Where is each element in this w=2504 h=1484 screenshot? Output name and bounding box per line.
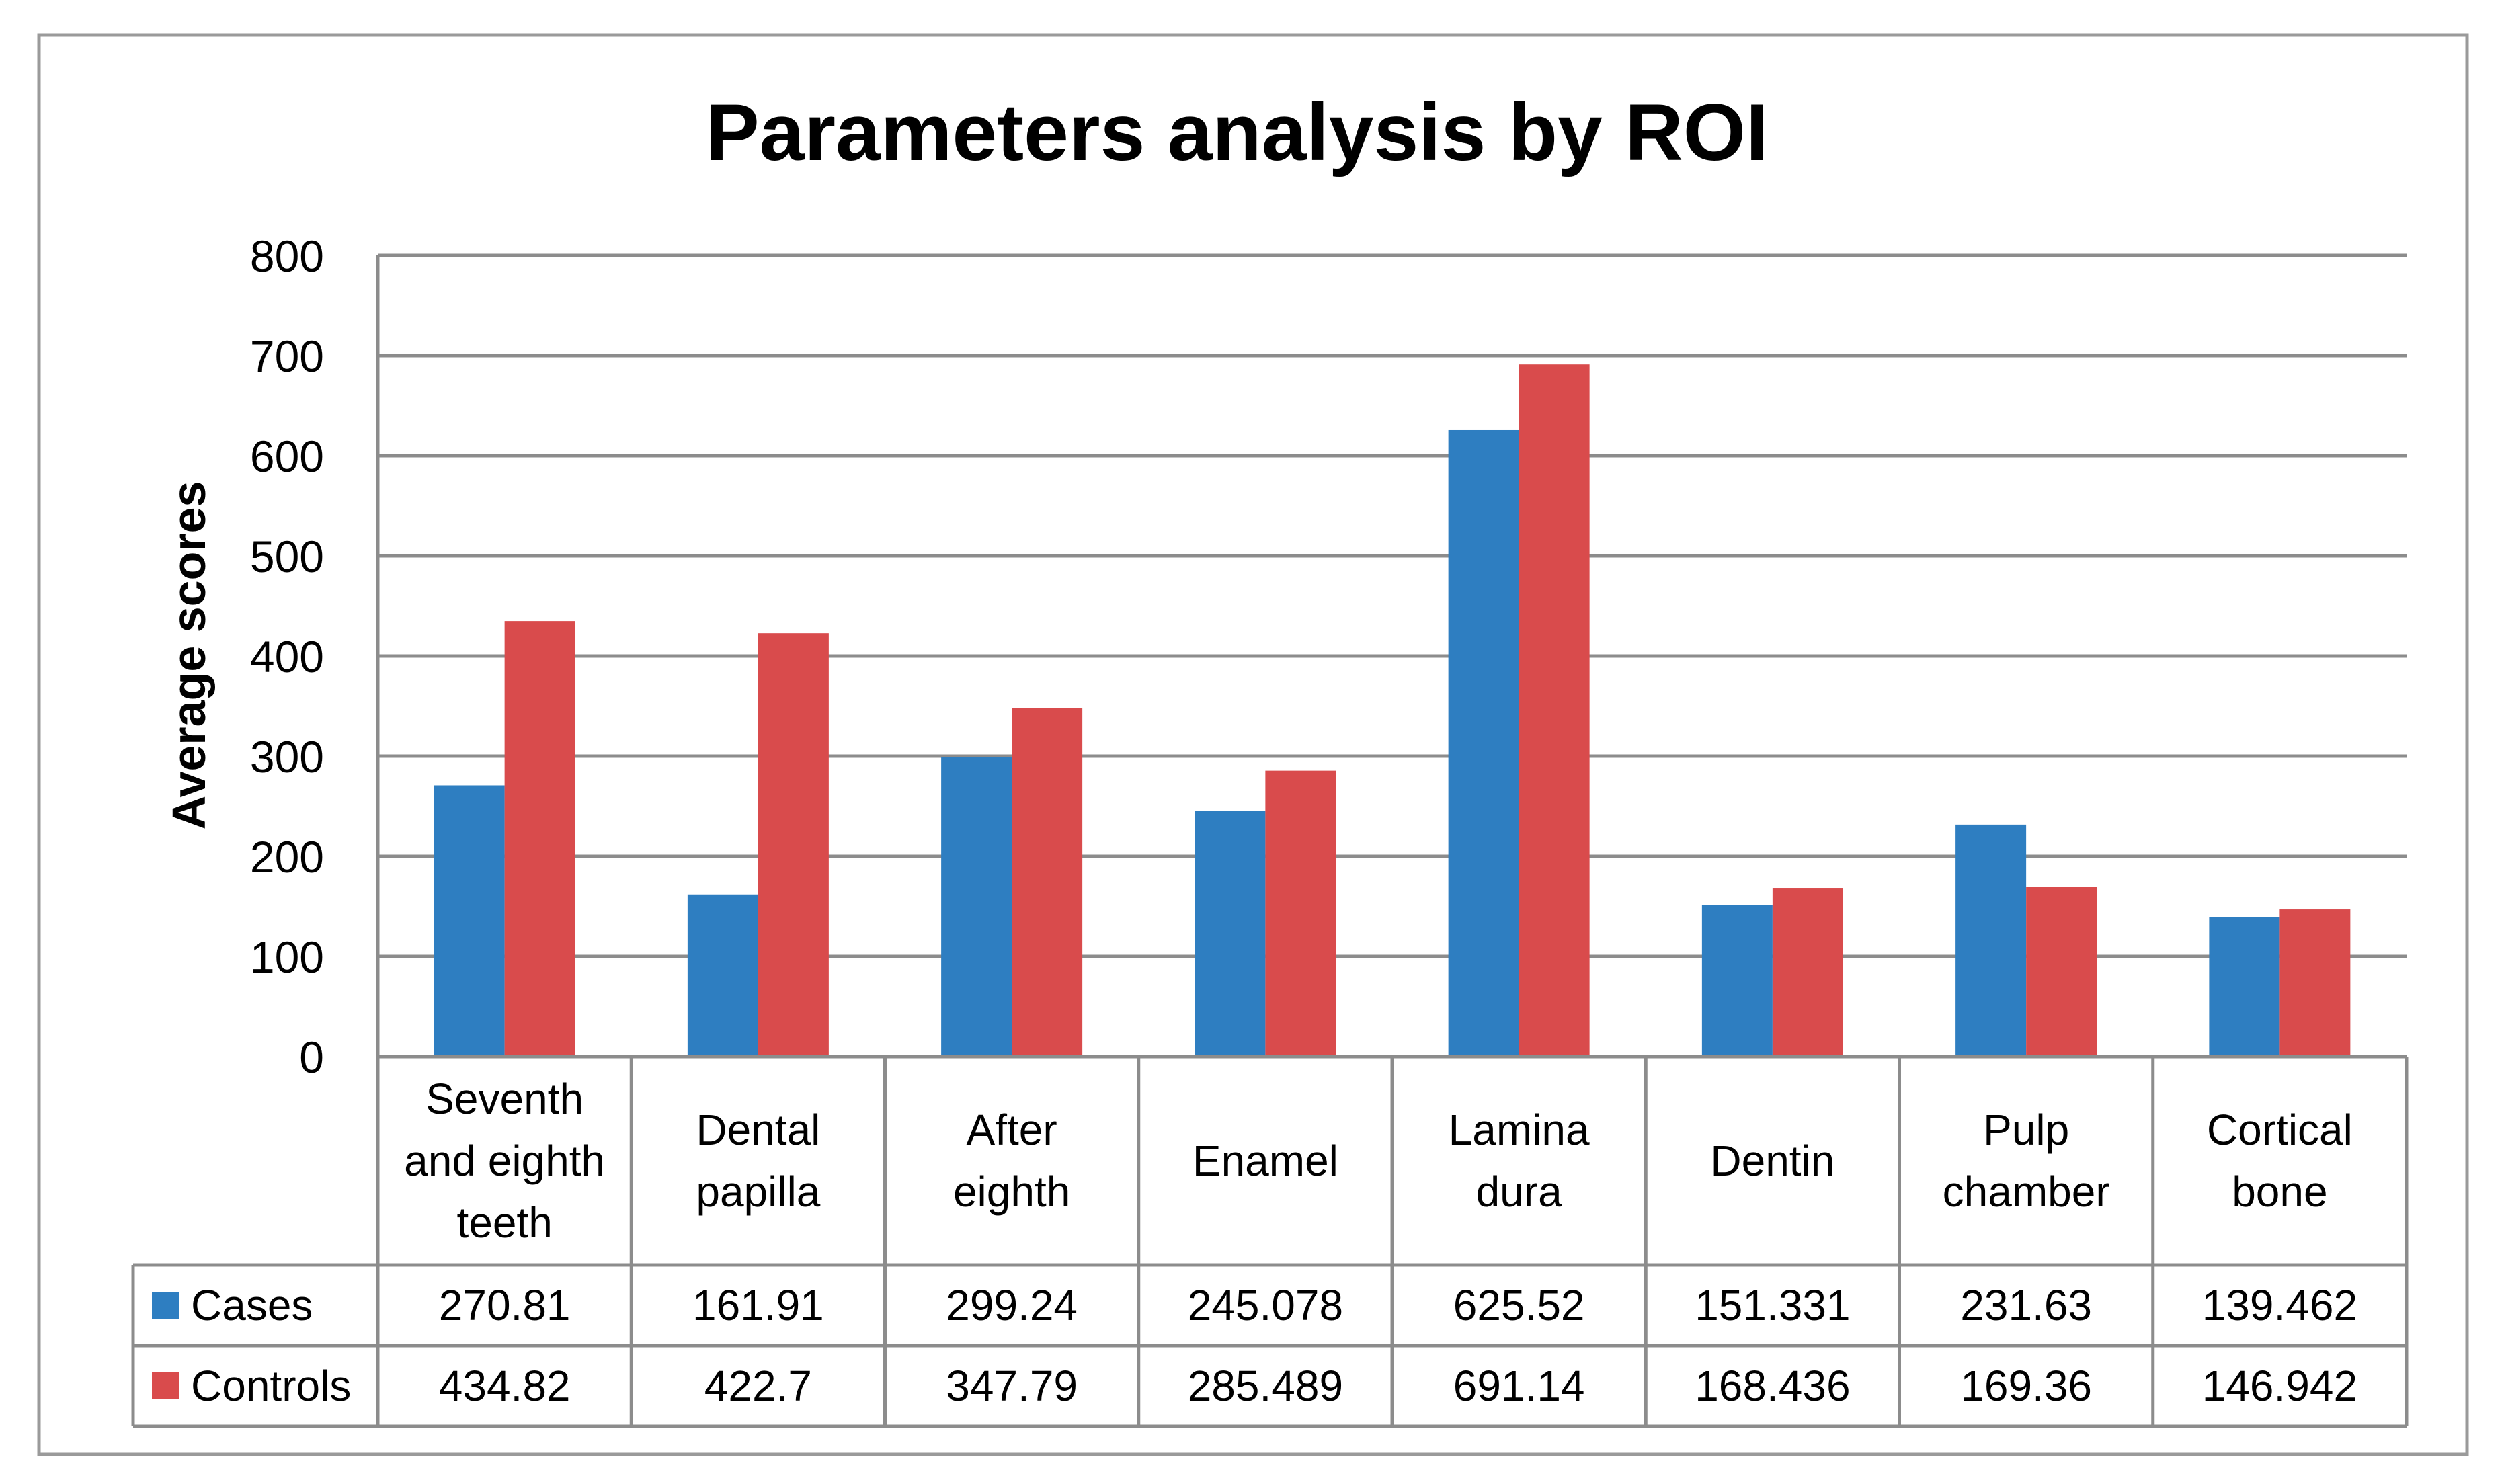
y-axis-label: Average scores <box>163 481 215 830</box>
category-label: Lamina <box>1449 1106 1590 1154</box>
data-label-cases: 161.91 <box>692 1281 824 1329</box>
data-label-controls: 285.489 <box>1188 1362 1343 1410</box>
data-label-cases: 245.078 <box>1188 1281 1343 1329</box>
category-label: and eighth <box>404 1137 605 1185</box>
bar-cases-5 <box>1701 905 1773 1057</box>
bar-controls-4 <box>1519 364 1590 1057</box>
chart-title: Parameters analysis by ROI <box>706 87 1769 177</box>
category-label: Pulp <box>1983 1106 2069 1154</box>
y-tick-label: 100 <box>250 932 324 982</box>
bar-controls-7 <box>2279 909 2351 1057</box>
bar-cases-3 <box>1195 811 1266 1057</box>
data-label-cases: 139.462 <box>2202 1281 2357 1329</box>
y-tick-label: 0 <box>299 1032 324 1082</box>
data-label-controls: 168.436 <box>1695 1362 1850 1410</box>
category-label: Dentin <box>1710 1137 1834 1185</box>
data-label-controls: 434.82 <box>439 1362 571 1410</box>
legend-swatch-cases <box>152 1292 179 1319</box>
bars <box>434 364 2351 1057</box>
legend-label-controls: Controls <box>191 1362 351 1410</box>
bar-controls-2 <box>1012 708 1083 1057</box>
category-label: Seventh <box>426 1075 583 1123</box>
category-label: dura <box>1476 1167 1563 1216</box>
category-label: After <box>967 1106 1057 1154</box>
bar-controls-6 <box>2026 887 2097 1057</box>
bar-cases-2 <box>941 757 1012 1057</box>
category-label: Enamel <box>1193 1137 1338 1185</box>
y-tick-label: 300 <box>250 732 324 782</box>
data-label-cases: 299.24 <box>946 1281 1078 1329</box>
bar-cases-0 <box>434 785 505 1057</box>
bar-cases-6 <box>1955 824 2027 1057</box>
category-label: chamber <box>1943 1167 2110 1216</box>
data-label-cases: 151.331 <box>1695 1281 1850 1329</box>
data-label-cases: 270.81 <box>439 1281 571 1329</box>
y-tick-label: 500 <box>250 532 324 581</box>
category-label: Cortical <box>2207 1106 2353 1154</box>
bar-cases-7 <box>2209 917 2280 1057</box>
y-axis-ticks: 0 100 200 300 400 500 600 700 800 <box>250 231 324 1082</box>
bar-controls-5 <box>1772 888 1843 1057</box>
y-tick-label: 400 <box>250 632 324 682</box>
y-tick-label: 800 <box>250 231 324 281</box>
bar-controls-0 <box>504 621 575 1057</box>
bar-controls-3 <box>1265 770 1336 1057</box>
bar-cases-4 <box>1448 429 1519 1057</box>
category-label: papilla <box>696 1167 820 1216</box>
data-table: Seventh and eighth teeth Dental papilla After… <box>131 1055 2409 1428</box>
data-label-controls: 347.79 <box>946 1362 1078 1410</box>
category-label: bone <box>2232 1167 2327 1216</box>
bar-cases-1 <box>687 894 758 1057</box>
legend-swatch-controls <box>152 1372 179 1399</box>
y-tick-label: 600 <box>250 431 324 481</box>
chart-frame <box>37 33 2469 1456</box>
data-label-cases: 625.52 <box>1453 1281 1585 1329</box>
data-label-cases: 231.63 <box>1960 1281 2092 1329</box>
bar-controls-1 <box>758 633 829 1057</box>
legend-label-cases: Cases <box>191 1281 313 1329</box>
category-label: Dental <box>696 1106 820 1154</box>
gridlines <box>376 253 2407 1057</box>
category-label: teeth <box>456 1198 552 1247</box>
data-label-controls: 422.7 <box>704 1362 812 1410</box>
y-tick-label: 200 <box>250 832 324 882</box>
data-label-controls: 691.14 <box>1453 1362 1585 1410</box>
data-label-controls: 169.36 <box>1960 1362 2092 1410</box>
category-label: eighth <box>953 1167 1070 1216</box>
data-label-controls: 146.942 <box>2202 1362 2357 1410</box>
y-tick-label: 700 <box>250 331 324 381</box>
